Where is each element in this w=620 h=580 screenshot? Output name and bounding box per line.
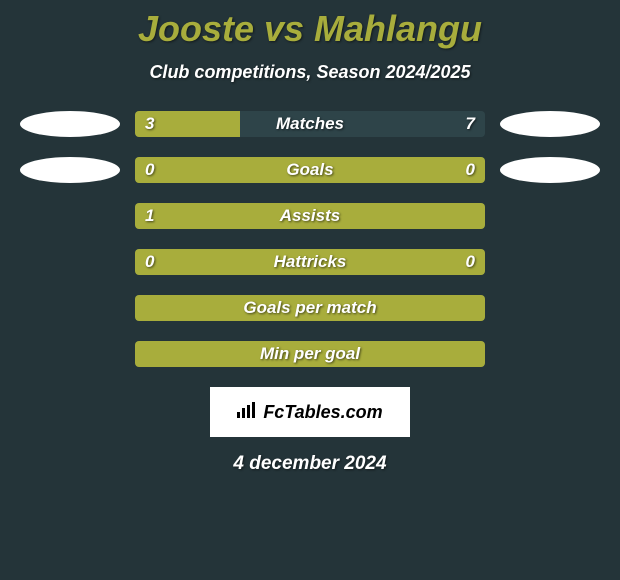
- stat-row: 1Assists: [0, 203, 620, 229]
- stat-row: 0Goals0: [0, 157, 620, 183]
- bar-value-right: 0: [466, 249, 475, 275]
- stats-rows: 3Matches70Goals01Assists0Hattricks0Goals…: [0, 111, 620, 367]
- bar-label: Hattricks: [135, 249, 485, 275]
- comparison-container: Jooste vs Mahlangu Club competitions, Se…: [0, 0, 620, 475]
- avatar-ellipse: [500, 111, 600, 137]
- stat-bar: 3Matches7: [135, 111, 485, 137]
- avatar-right: [500, 111, 600, 137]
- bar-label: Goals per match: [135, 295, 485, 321]
- stat-bar: 0Hattricks0: [135, 249, 485, 275]
- stat-bar: Goals per match: [135, 295, 485, 321]
- bar-value-right: 7: [466, 111, 475, 137]
- bar-label: Goals: [135, 157, 485, 183]
- bar-label: Matches: [135, 111, 485, 137]
- page-title: Jooste vs Mahlangu: [0, 8, 620, 50]
- avatar-ellipse: [20, 157, 120, 183]
- page-subtitle: Club competitions, Season 2024/2025: [0, 62, 620, 83]
- avatar-left: [20, 111, 120, 137]
- stat-row: Goals per match: [0, 295, 620, 321]
- stat-bar: 1Assists: [135, 203, 485, 229]
- avatar-left: [20, 157, 120, 183]
- logo-text: FcTables.com: [263, 402, 382, 423]
- stat-row: 0Hattricks0: [0, 249, 620, 275]
- avatar-right: [500, 157, 600, 183]
- avatar-ellipse: [20, 111, 120, 137]
- bar-value-right: 0: [466, 157, 475, 183]
- stat-row: Min per goal: [0, 341, 620, 367]
- avatar-ellipse: [500, 157, 600, 183]
- bar-label: Assists: [135, 203, 485, 229]
- stat-bar: Min per goal: [135, 341, 485, 367]
- logo-badge[interactable]: FcTables.com: [210, 387, 410, 437]
- date-text: 4 december 2024: [0, 453, 620, 475]
- stat-bar: 0Goals0: [135, 157, 485, 183]
- chart-icon: [237, 402, 257, 423]
- stat-row: 3Matches7: [0, 111, 620, 137]
- bar-label: Min per goal: [135, 341, 485, 367]
